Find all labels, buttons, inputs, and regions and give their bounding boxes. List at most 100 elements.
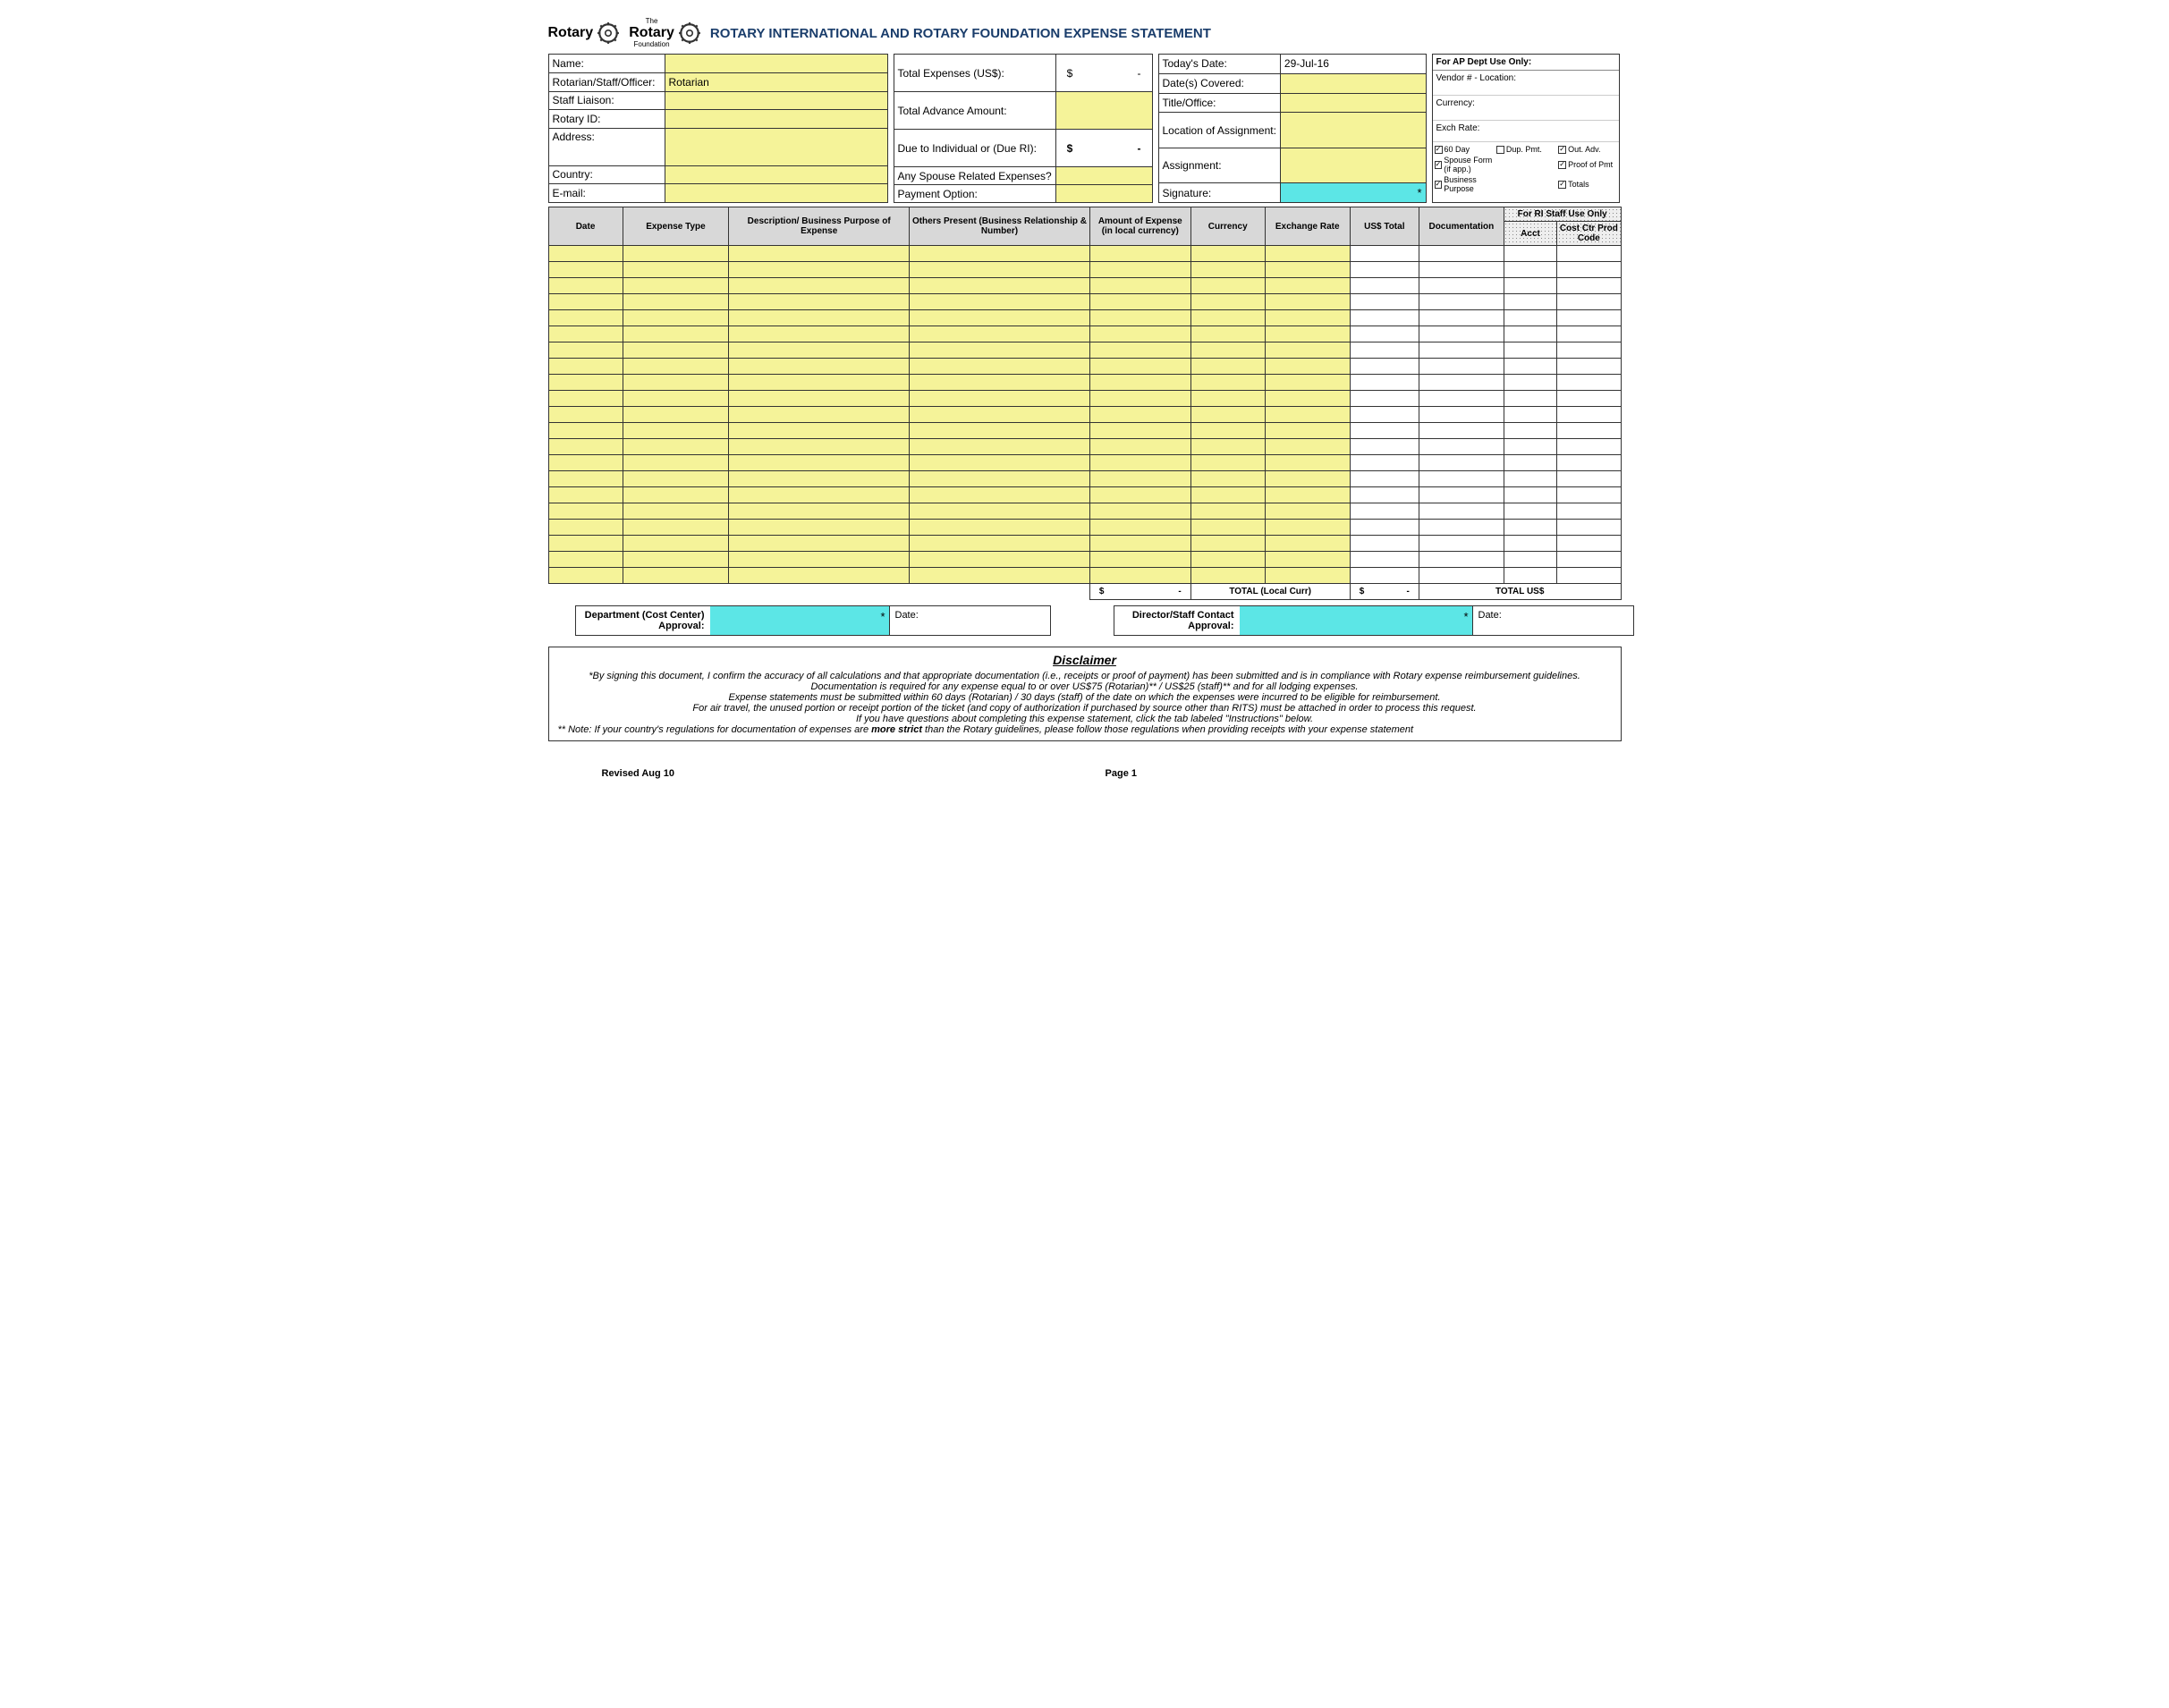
table-cell[interactable]: [623, 294, 729, 310]
table-cell[interactable]: [910, 423, 1090, 439]
table-cell[interactable]: [729, 310, 910, 326]
table-cell[interactable]: [1089, 568, 1190, 584]
dates-input[interactable]: [1280, 73, 1426, 93]
table-cell[interactable]: [623, 342, 729, 359]
ap-checkbox[interactable]: Out. Adv.: [1558, 145, 1616, 154]
table-cell[interactable]: [1190, 391, 1265, 407]
table-cell[interactable]: [910, 359, 1090, 375]
table-cell[interactable]: [1089, 262, 1190, 278]
loc-input[interactable]: [1280, 113, 1426, 148]
table-cell[interactable]: [1190, 487, 1265, 503]
table-cell[interactable]: [910, 455, 1090, 471]
table-cell[interactable]: [623, 552, 729, 568]
table-cell[interactable]: [729, 536, 910, 552]
table-cell[interactable]: [729, 342, 910, 359]
table-cell[interactable]: [548, 375, 623, 391]
table-cell[interactable]: [1190, 423, 1265, 439]
ap-checkbox[interactable]: Proof of Pmt: [1558, 156, 1616, 173]
table-cell[interactable]: [1265, 407, 1350, 423]
table-cell[interactable]: [910, 262, 1090, 278]
ap-checkbox[interactable]: Business Purpose: [1435, 175, 1493, 193]
table-cell[interactable]: [1190, 342, 1265, 359]
table-cell[interactable]: [623, 326, 729, 342]
table-cell[interactable]: [1265, 326, 1350, 342]
adv-input[interactable]: [1055, 92, 1152, 130]
table-cell[interactable]: [1089, 552, 1190, 568]
table-cell[interactable]: [1265, 487, 1350, 503]
table-cell[interactable]: [1089, 503, 1190, 520]
table-cell[interactable]: [623, 455, 729, 471]
table-cell[interactable]: [1265, 568, 1350, 584]
table-cell[interactable]: [548, 552, 623, 568]
table-cell[interactable]: [910, 375, 1090, 391]
table-cell[interactable]: [548, 439, 623, 455]
table-cell[interactable]: [1089, 487, 1190, 503]
table-cell[interactable]: [910, 278, 1090, 294]
table-cell[interactable]: [1265, 375, 1350, 391]
table-cell[interactable]: [1190, 375, 1265, 391]
table-cell[interactable]: [1190, 326, 1265, 342]
payment-input[interactable]: [1055, 185, 1152, 203]
ap-checkbox[interactable]: 60 Day: [1435, 145, 1493, 154]
table-cell[interactable]: [1089, 326, 1190, 342]
table-cell[interactable]: [623, 375, 729, 391]
ap-checkbox[interactable]: Dup. Pmt.: [1496, 145, 1555, 154]
ap-checkbox[interactable]: [1496, 175, 1555, 193]
table-cell[interactable]: [729, 439, 910, 455]
ap-checkbox[interactable]: [1496, 156, 1555, 173]
table-cell[interactable]: [548, 536, 623, 552]
table-cell[interactable]: [729, 294, 910, 310]
table-cell[interactable]: [1190, 503, 1265, 520]
table-cell[interactable]: [548, 359, 623, 375]
table-cell[interactable]: [729, 375, 910, 391]
table-cell[interactable]: [1190, 568, 1265, 584]
address-input[interactable]: [665, 129, 887, 166]
table-cell[interactable]: [548, 471, 623, 487]
table-cell[interactable]: [548, 391, 623, 407]
table-cell[interactable]: [910, 471, 1090, 487]
ap-checkbox[interactable]: Spouse Form (if app.): [1435, 156, 1493, 173]
table-cell[interactable]: [623, 262, 729, 278]
table-cell[interactable]: [1190, 552, 1265, 568]
table-cell[interactable]: [1265, 262, 1350, 278]
table-cell[interactable]: [910, 536, 1090, 552]
table-cell[interactable]: [548, 487, 623, 503]
table-cell[interactable]: [729, 391, 910, 407]
table-cell[interactable]: [729, 520, 910, 536]
table-cell[interactable]: [1265, 391, 1350, 407]
table-cell[interactable]: [1265, 278, 1350, 294]
table-cell[interactable]: [548, 262, 623, 278]
table-cell[interactable]: [729, 359, 910, 375]
table-cell[interactable]: [1190, 471, 1265, 487]
dir-approval-sig[interactable]: *: [1240, 606, 1472, 635]
table-cell[interactable]: [1089, 407, 1190, 423]
table-cell[interactable]: [910, 407, 1090, 423]
table-cell[interactable]: [623, 246, 729, 262]
table-cell[interactable]: [1190, 278, 1265, 294]
table-cell[interactable]: [729, 278, 910, 294]
table-cell[interactable]: [623, 520, 729, 536]
table-cell[interactable]: [910, 568, 1090, 584]
ap-checkbox[interactable]: Totals: [1558, 175, 1616, 193]
table-cell[interactable]: [623, 278, 729, 294]
table-cell[interactable]: [548, 246, 623, 262]
table-cell[interactable]: [1265, 310, 1350, 326]
rotary-id-input[interactable]: [665, 110, 887, 129]
table-cell[interactable]: [729, 487, 910, 503]
role-input[interactable]: Rotarian: [665, 72, 887, 91]
table-cell[interactable]: [1265, 455, 1350, 471]
table-cell[interactable]: [548, 310, 623, 326]
table-cell[interactable]: [548, 326, 623, 342]
table-cell[interactable]: [1265, 536, 1350, 552]
table-cell[interactable]: [623, 503, 729, 520]
table-cell[interactable]: [910, 487, 1090, 503]
table-cell[interactable]: [1265, 503, 1350, 520]
table-cell[interactable]: [1089, 471, 1190, 487]
table-cell[interactable]: [1089, 342, 1190, 359]
table-cell[interactable]: [729, 471, 910, 487]
table-cell[interactable]: [623, 568, 729, 584]
table-cell[interactable]: [548, 455, 623, 471]
table-cell[interactable]: [729, 455, 910, 471]
table-cell[interactable]: [910, 503, 1090, 520]
table-cell[interactable]: [1089, 455, 1190, 471]
